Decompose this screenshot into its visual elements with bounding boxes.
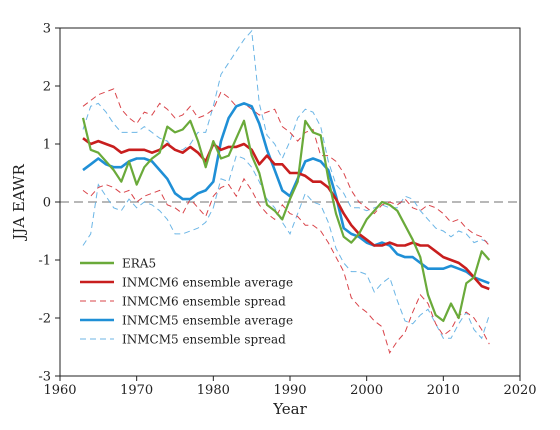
- legend-label-inmcm5-ensemble-spread: INMCM5 ensemble spread: [122, 333, 286, 347]
- inmcm5-ensemble-spread-upper-line: [82, 29, 490, 244]
- y-tick-label: 3: [43, 22, 51, 37]
- legend-label-inmcm6-ensemble-spread: INMCM6 ensemble spread: [122, 295, 286, 309]
- x-tick-label: 1980: [197, 383, 230, 398]
- legend: ERA5 INMCM6 ensemble average INMCM6 ensemb…: [80, 257, 293, 347]
- y-tick-label: 0: [43, 196, 51, 211]
- x-tick-label: 1960: [43, 383, 76, 398]
- x-axis-title: Year: [272, 400, 307, 418]
- era5-line: [81, 117, 491, 322]
- x-tick-label: 2010: [427, 383, 460, 398]
- x-axis: 1960 1970 1980 1990 2000 2010 2020: [43, 376, 537, 398]
- inmcm6-ensemble-spread-lower-line: [82, 177, 490, 354]
- legend-label-inmcm5-ensemble-average: INMCM5 ensemble average: [122, 314, 293, 328]
- inmcm5-ensemble-spread-lower-line: [82, 154, 490, 340]
- y-tick-label: 1: [43, 138, 51, 153]
- y-axis: -3 -2 -1 0 1 2 3: [38, 22, 60, 385]
- x-tick-label: 1990: [273, 383, 306, 398]
- inmcm6-ensemble-spread-upper-line: [82, 88, 490, 246]
- y-tick-label: 2: [43, 80, 51, 95]
- inmcm6-ensemble-average-line: [82, 137, 490, 291]
- y-tick-label: -1: [38, 254, 51, 269]
- legend-label-inmcm6-ensemble-average: INMCM6 ensemble average: [122, 276, 293, 290]
- x-tick-label: 2000: [350, 383, 383, 398]
- y-tick-label: -3: [38, 370, 51, 385]
- y-axis-title: JJA EAWR: [10, 164, 28, 242]
- x-tick-label: 2020: [503, 383, 536, 398]
- y-tick-label: -2: [38, 312, 51, 327]
- x-tick-label: 1970: [120, 383, 153, 398]
- legend-label-era5: ERA5: [122, 257, 156, 271]
- series-layer: [81, 29, 491, 354]
